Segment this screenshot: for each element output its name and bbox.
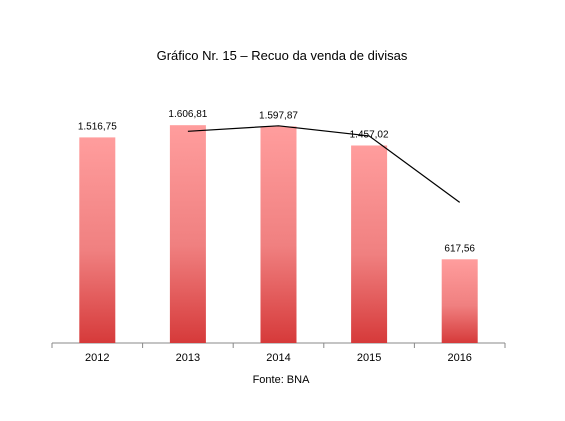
bar — [79, 137, 116, 343]
x-tick-label: 2015 — [357, 352, 381, 364]
bar — [260, 126, 297, 343]
data-label: 1.457,02 — [350, 129, 389, 140]
x-tick-label: 2016 — [447, 352, 471, 364]
data-label: 1.516,75 — [78, 121, 117, 132]
bar — [169, 125, 206, 343]
x-tick-label: 2012 — [85, 352, 109, 364]
line — [187, 125, 461, 203]
data-label: 617,56 — [444, 243, 475, 254]
source: Fonte: BNA — [253, 374, 311, 386]
data-label: 1.606,81 — [168, 109, 207, 120]
data-label: 1.597,87 — [259, 110, 298, 121]
chart-title: Gráfico Nr. 15 – Recuo da venda de divis… — [157, 48, 408, 63]
bar — [441, 259, 478, 343]
x-tick-label: 2013 — [176, 352, 200, 364]
x-tick-label: 2014 — [266, 352, 290, 364]
bar — [351, 145, 388, 343]
